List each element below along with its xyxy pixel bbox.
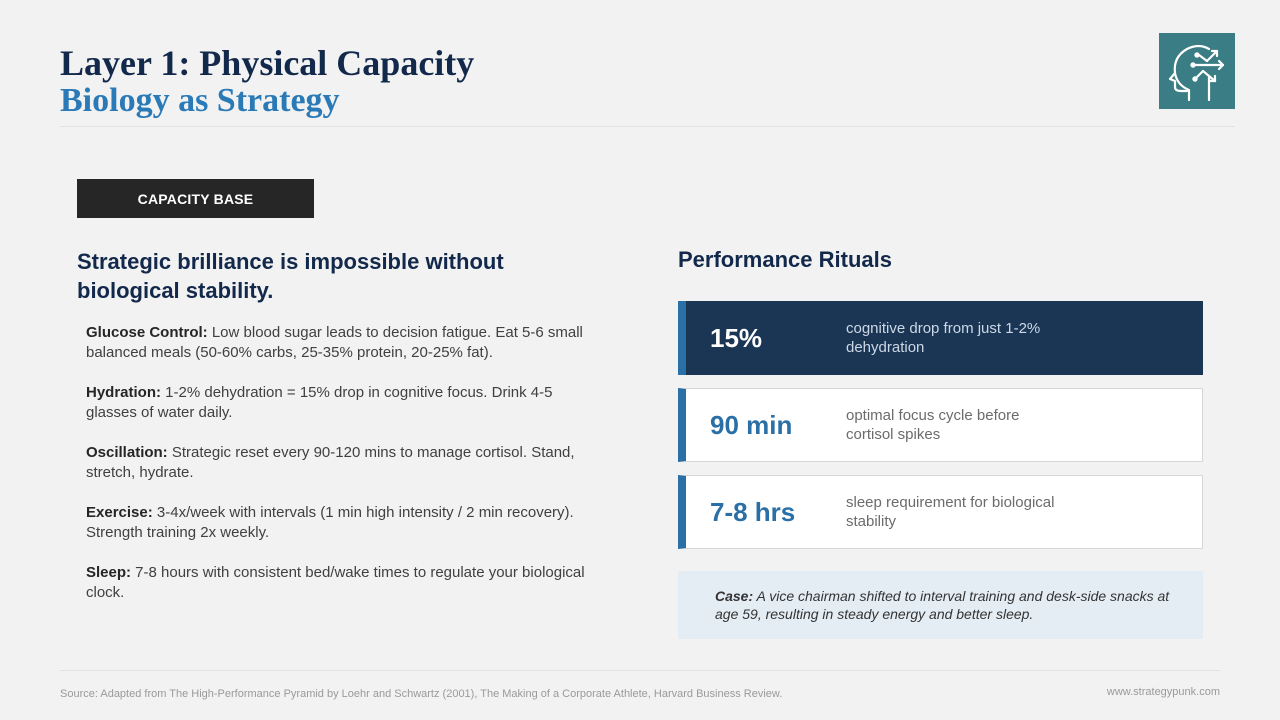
website-link[interactable]: www.strategypunk.com — [1106, 686, 1220, 698]
stat-card-dehydration: 15% cognitive drop from just 1-2% dehydr… — [678, 301, 1203, 375]
header-divider — [60, 126, 1235, 127]
point-hydration: Hydration: 1-2% dehydration = 15% drop i… — [86, 383, 596, 423]
case-study-box: Case: A vice chairman shifted to interva… — [678, 571, 1203, 639]
stat-value: 7-8 hrs — [710, 496, 796, 527]
point-text: Strategic reset every 90-120 mins to man… — [86, 444, 575, 481]
performance-rituals-title: Performance Rituals — [678, 247, 892, 272]
slide-title: Layer 1: Physical Capacity — [60, 43, 475, 83]
stat-card-sleep: 7-8 hrs sleep requirement for biological… — [678, 475, 1203, 549]
point-text: 7-8 hours with consistent bed/wake times… — [86, 564, 585, 601]
footer-divider — [60, 670, 1220, 671]
stat-value: 15% — [710, 322, 763, 353]
case-label: Case: — [715, 588, 754, 604]
stat-card-focus-cycle: 90 min optimal focus cycle before cortis… — [678, 388, 1203, 462]
point-exercise: Exercise: 3-4x/week with intervals (1 mi… — [86, 503, 596, 543]
stat-description: cognitive drop from just 1-2% dehydratio… — [846, 320, 1041, 356]
point-glucose-control: Glucose Control: Low blood sugar leads t… — [86, 323, 596, 363]
point-label: Glucose Control: — [86, 324, 208, 341]
source-citation: Source: Adapted from The High-Performanc… — [60, 688, 783, 700]
point-text: Low blood sugar leads to decision fatigu… — [86, 324, 583, 361]
stat-description: optimal focus cycle before cortisol spik… — [846, 407, 1020, 443]
point-label: Sleep: — [86, 564, 132, 581]
point-label: Exercise: — [86, 504, 153, 521]
capacity-points-list: Glucose Control: Low blood sugar leads t… — [86, 323, 596, 623]
point-text: 3-4x/week with intervals (1 min high int… — [86, 504, 574, 541]
point-oscillation: Oscillation: Strategic reset every 90-12… — [86, 443, 596, 483]
head-profile-arrows-icon — [1159, 33, 1235, 109]
lead-statement: Strategic brilliance is impossible witho… — [77, 249, 504, 303]
case-text: A vice chairman shifted to interval trai… — [715, 588, 1170, 622]
point-text: 1-2% dehydration = 15% drop in cognitive… — [86, 384, 553, 421]
point-label: Oscillation: — [86, 444, 168, 461]
point-label: Hydration: — [86, 384, 161, 401]
stat-description: sleep requirement for biological stabili… — [846, 494, 1055, 530]
stat-value: 90 min — [710, 409, 793, 440]
capacity-base-badge: CAPACITY BASE — [77, 179, 314, 218]
point-sleep: Sleep: 7-8 hours with consistent bed/wak… — [86, 563, 596, 603]
slide-subtitle: Biology as Strategy — [60, 82, 340, 119]
